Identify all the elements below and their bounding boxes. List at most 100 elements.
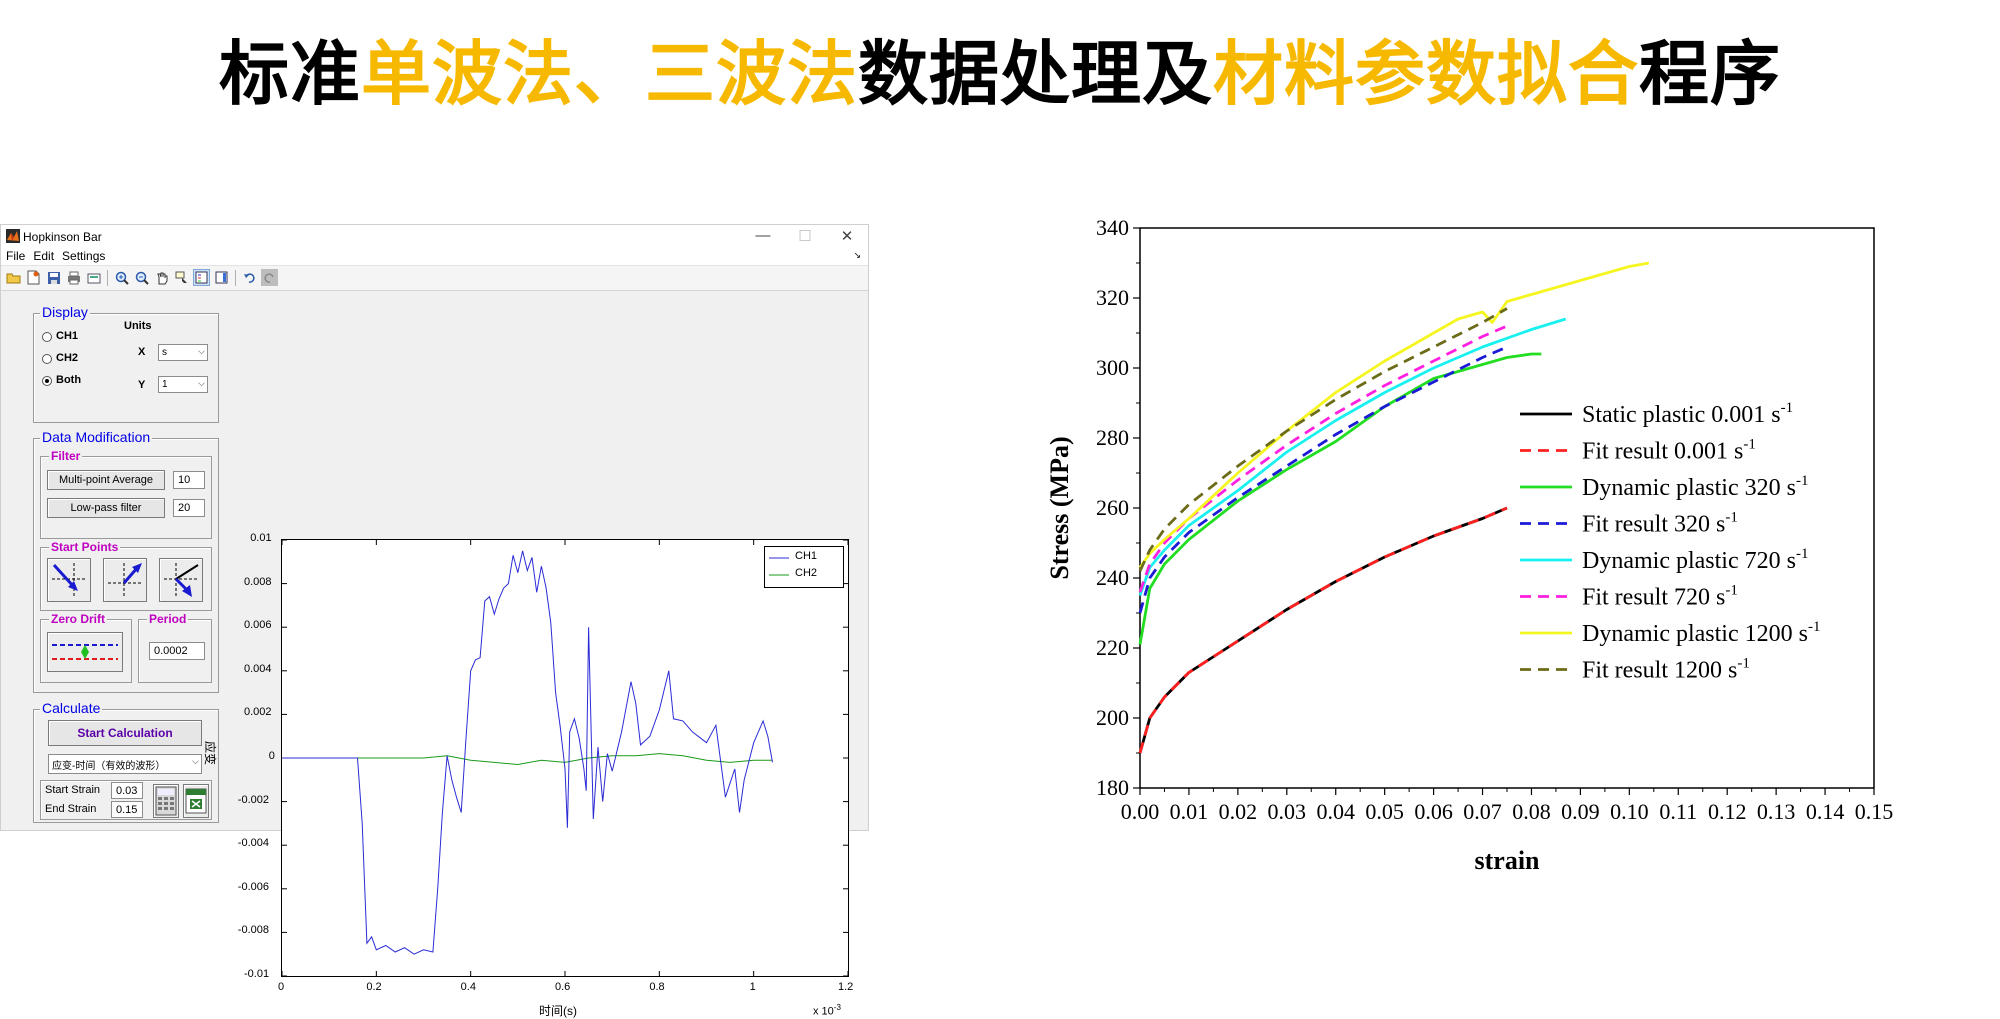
insert-colorbar-icon[interactable] xyxy=(213,269,230,286)
export-excel-button[interactable] xyxy=(183,784,209,818)
multipoint-average-button[interactable]: Multi-point Average xyxy=(47,470,165,490)
start-point-left-button[interactable] xyxy=(47,558,91,602)
strain-range-panel: Start Strain 0.03 End Strain 0.15 xyxy=(40,780,212,820)
save-icon[interactable] xyxy=(45,269,62,286)
y-unit-label: Y xyxy=(138,379,146,391)
stress-ytick-label: 280 xyxy=(1096,425,1129,450)
lowpass-filter-button[interactable]: Low-pass filter xyxy=(47,498,165,518)
data-modification-panel: Data Modification Filter Multi-point Ave… xyxy=(33,429,219,693)
radio-ch2[interactable] xyxy=(42,354,52,364)
signal-ytick-label: -0.004 xyxy=(237,837,269,850)
zero-drift-panel: Zero Drift xyxy=(40,612,132,683)
stress-xtick-label: 0.06 xyxy=(1414,799,1453,824)
stress-ytick-label: 320 xyxy=(1096,285,1129,310)
print-preview-icon[interactable] xyxy=(85,269,102,286)
signal-xtick-label: 0.8 xyxy=(649,981,665,993)
lowpass-filter-input[interactable]: 20 xyxy=(173,499,205,517)
chevron-down-icon: ⌵ xyxy=(198,346,205,356)
zoom-out-icon[interactable] xyxy=(133,269,150,286)
period-panel: Period 0.0002 xyxy=(138,612,212,683)
stress-series-5 xyxy=(1138,324,1508,593)
stress-legend-exponent: -1 xyxy=(1725,510,1738,526)
units-label: Units xyxy=(124,320,152,332)
menu-file[interactable]: File xyxy=(6,249,26,263)
signal-legend: CH1 CH2 xyxy=(764,546,844,588)
radio-both-label: Both xyxy=(56,374,82,386)
minimize-button[interactable]: — xyxy=(755,227,771,244)
menu-bar: File Edit Settings ↘ xyxy=(1,247,868,266)
period-title: Period xyxy=(147,612,189,626)
start-strain-label: Start Strain xyxy=(45,784,101,796)
calculate-title: Calculate xyxy=(40,700,103,716)
calculate-panel: Calculate Start Calculation 应变-时间（有效的波形）… xyxy=(33,700,219,823)
stress-series-3 xyxy=(1138,345,1508,614)
print-icon[interactable] xyxy=(65,269,82,286)
signal-xtick-label: 1 xyxy=(749,981,756,993)
start-point-right-icon xyxy=(164,563,199,597)
period-input[interactable]: 0.0002 xyxy=(149,642,205,660)
zoom-in-icon[interactable] xyxy=(113,269,130,286)
insert-legend-icon[interactable] xyxy=(193,269,210,286)
signal-plot-axes[interactable]: CH1 CH2 xyxy=(281,539,849,977)
menu-edit[interactable]: Edit xyxy=(33,249,55,263)
redo-icon[interactable] xyxy=(261,269,278,286)
stress-legend-exponent: -1 xyxy=(1725,583,1738,599)
start-calculation-button[interactable]: Start Calculation xyxy=(48,720,202,746)
stress-legend-exponent: -1 xyxy=(1796,546,1809,562)
radio-ch1[interactable] xyxy=(42,332,52,342)
x-unit-select[interactable]: s ⌵ xyxy=(158,344,208,361)
stress-legend-label: Fit result 720 s-1 xyxy=(1582,583,1738,611)
multipoint-average-input[interactable]: 10 xyxy=(173,471,205,489)
stress-xtick-label: 0.12 xyxy=(1708,799,1747,824)
stress-legend-label: Fit result 320 s-1 xyxy=(1582,510,1738,538)
signal-ytick-label: -0.002 xyxy=(237,793,269,806)
pan-icon[interactable] xyxy=(153,269,170,286)
stress-legend-exponent: -1 xyxy=(1743,437,1756,453)
maximize-button[interactable]: ☐ xyxy=(798,228,812,245)
dock-arrow-icon[interactable]: ↘ xyxy=(853,250,861,260)
stress-legend-exponent: -1 xyxy=(1781,400,1794,416)
stress-xtick-label: 0.00 xyxy=(1121,799,1160,824)
start-point-right-button[interactable] xyxy=(159,558,203,602)
stress-ytick-label: 240 xyxy=(1096,565,1129,590)
stress-legend-exponent: -1 xyxy=(1796,473,1809,489)
undo-icon[interactable] xyxy=(241,269,258,286)
signal-ytick-label: 0 xyxy=(268,750,275,762)
new-figure-icon[interactable] xyxy=(25,269,42,286)
window-title: Hopkinson Bar xyxy=(23,230,102,244)
end-strain-input[interactable]: 0.15 xyxy=(111,801,143,818)
stress-ytick-label: 200 xyxy=(1096,705,1129,730)
stress-legend-label: Dynamic plastic 720 s-1 xyxy=(1582,546,1808,574)
stress-xtick-label: 0.11 xyxy=(1659,799,1697,824)
stress-xtick-label: 0.01 xyxy=(1170,799,1209,824)
legend-ch1: CH1 xyxy=(795,550,818,562)
stress-legend-exponent: -1 xyxy=(1737,656,1750,672)
close-button[interactable]: ✕ xyxy=(840,228,854,245)
mode-select[interactable]: 应变-时间（有效的波形） ⌵ xyxy=(48,754,202,774)
radio-ch1-label: CH1 xyxy=(56,330,79,342)
page-title: 标准单波法、三波法数据处理及材料参数拟合程序 xyxy=(0,18,2000,119)
y-unit-select[interactable]: 1 ⌵ xyxy=(158,376,208,393)
toolbar xyxy=(1,266,868,291)
signal-ytick-label: 0.006 xyxy=(244,619,272,632)
matlab-logo-icon xyxy=(6,229,20,243)
signal-x-axis-label: 时间(s) xyxy=(539,1004,577,1018)
zero-drift-button[interactable] xyxy=(47,632,123,672)
radio-both[interactable] xyxy=(42,376,52,386)
radio-ch2-label: CH2 xyxy=(56,352,79,364)
title-part-5: 程序 xyxy=(1639,33,1781,115)
stress-y-axis-label: Stress (MPa) xyxy=(1045,436,1074,579)
excel-icon xyxy=(185,788,207,814)
start-point-middle-button[interactable] xyxy=(103,558,147,602)
signal-ytick-label: -0.008 xyxy=(237,924,269,937)
calculator-button[interactable] xyxy=(153,784,179,818)
title-part-3: 数据处理及 xyxy=(858,33,1213,115)
signal-xtick-label: 0.2 xyxy=(366,981,382,993)
start-strain-input[interactable]: 0.03 xyxy=(111,782,143,799)
open-folder-icon[interactable] xyxy=(5,269,22,286)
data-cursor-icon[interactable] xyxy=(173,269,190,286)
signal-ytick-label: 0.002 xyxy=(244,706,272,719)
menu-settings[interactable]: Settings xyxy=(62,249,106,263)
signal-xtick-label: 0 xyxy=(278,981,285,993)
stress-ytick-label: 300 xyxy=(1096,355,1129,380)
